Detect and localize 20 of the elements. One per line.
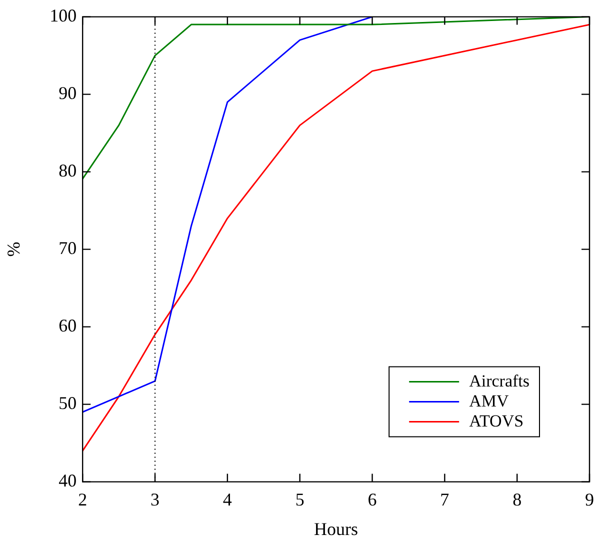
y-tick-label: 50 xyxy=(58,393,77,414)
x-axis-title: Hours xyxy=(314,518,358,539)
x-tick-label: 3 xyxy=(150,489,160,510)
legend-label: AMV xyxy=(469,391,510,410)
y-tick-label: 40 xyxy=(58,470,77,491)
x-tick-label: 5 xyxy=(295,489,304,510)
y-tick-label: 80 xyxy=(58,160,77,181)
y-axis-title: % xyxy=(4,242,24,257)
legend-label: ATOVS xyxy=(469,411,524,430)
y-tick-label: 70 xyxy=(58,238,77,258)
y-tick-label: 60 xyxy=(58,316,77,336)
x-tick-label: 6 xyxy=(368,489,377,510)
x-tick-label: 4 xyxy=(222,489,232,510)
x-tick-label: 7 xyxy=(440,489,450,510)
x-tick-label: 2 xyxy=(78,489,88,510)
y-tick-label: 100 xyxy=(50,6,77,26)
x-tick-label: 9 xyxy=(585,489,594,510)
x-tick-label: 8 xyxy=(512,489,522,510)
y-tick-label: 90 xyxy=(58,83,77,104)
legend-label: Aircrafts xyxy=(469,371,530,390)
